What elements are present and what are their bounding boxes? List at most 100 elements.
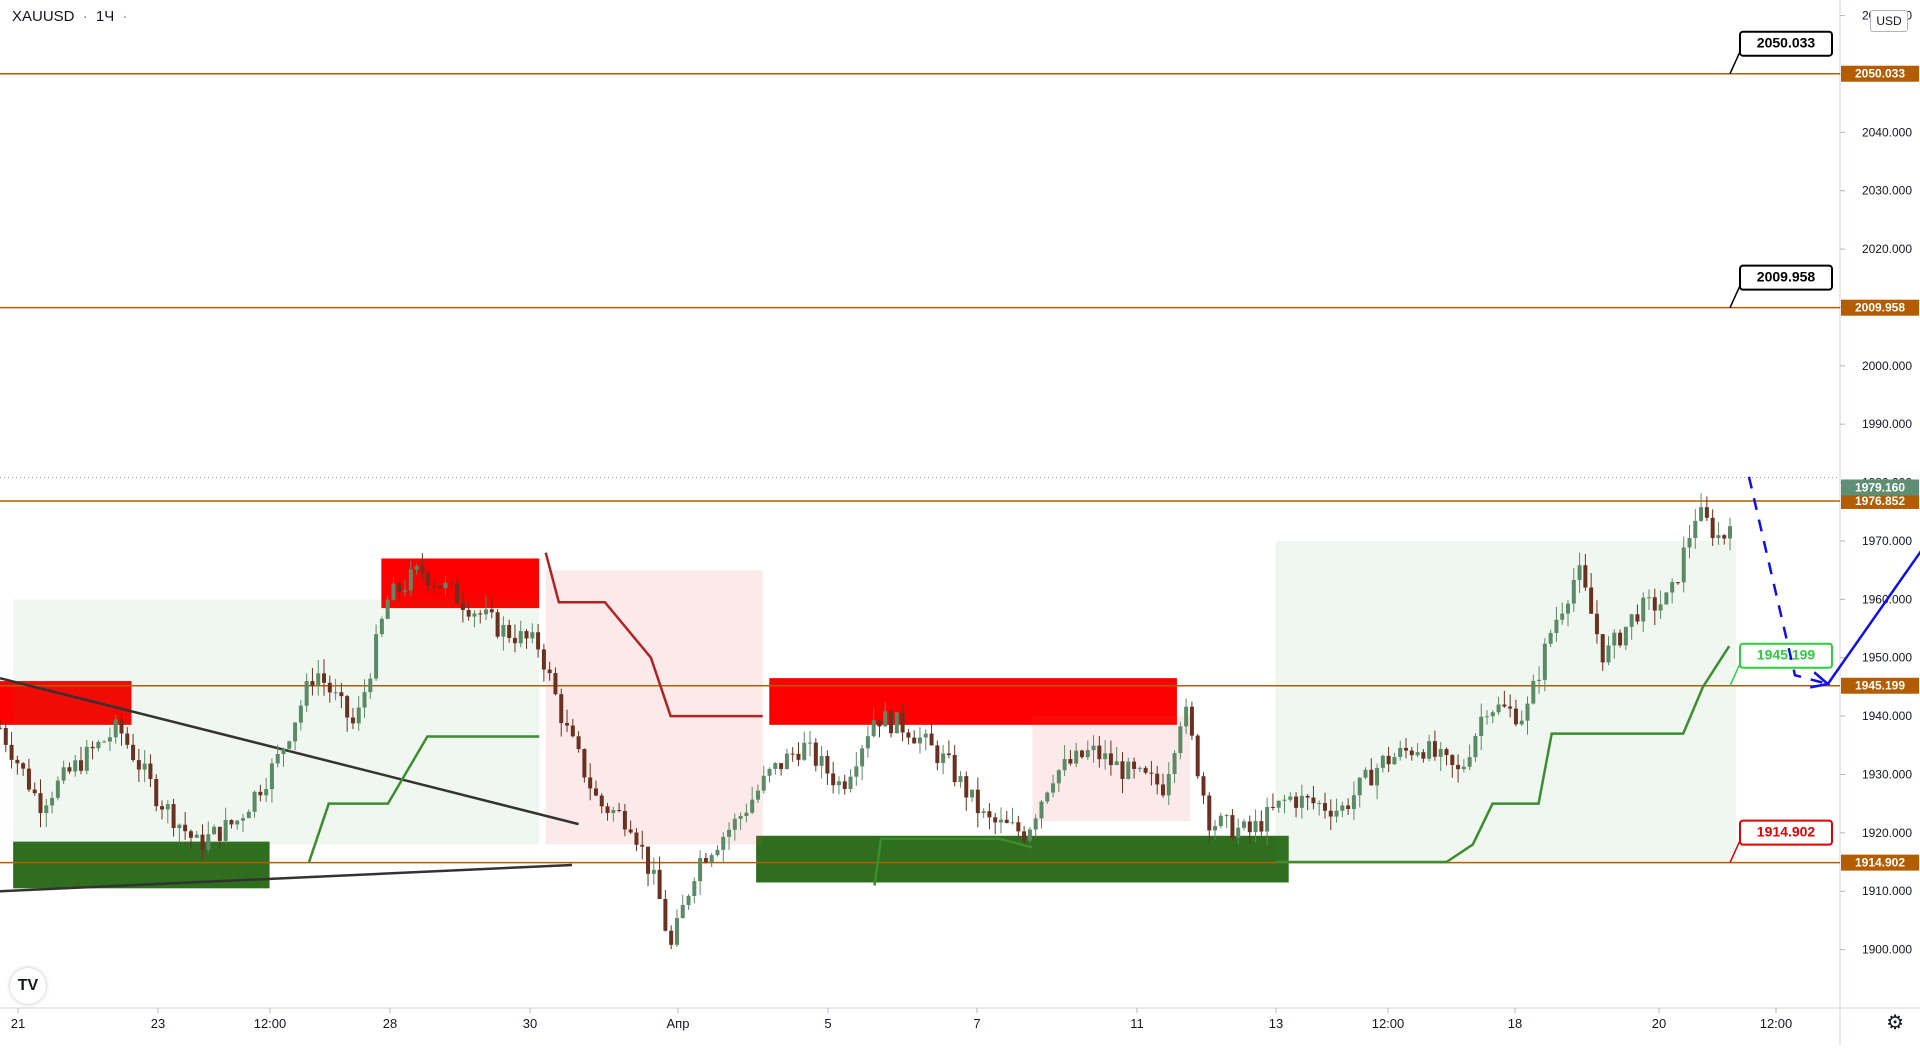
candle-body (1432, 741, 1437, 757)
level-callout-label: 2050.033 (1757, 35, 1816, 51)
level-callout-box[interactable] (1739, 264, 1833, 291)
candle-body (246, 811, 251, 819)
candle-body (154, 778, 159, 807)
candle-body (177, 824, 182, 829)
candle-body (738, 816, 743, 819)
level-price-label: 1914.902 (1855, 856, 1905, 870)
tradingview-logo-icon[interactable]: TV (10, 968, 46, 1004)
candle-body (958, 776, 963, 783)
level-callout-box[interactable] (1739, 642, 1833, 669)
candle-body (848, 776, 853, 789)
candle-body (1079, 750, 1084, 758)
level-callout-label: 1914.902 (1757, 824, 1816, 840)
supply-zone[interactable] (381, 558, 540, 609)
candle-body (553, 673, 558, 695)
candle-body (1236, 827, 1241, 838)
level-callout-box[interactable] (1739, 819, 1833, 846)
candle-body (1045, 792, 1050, 802)
candle-body (541, 649, 546, 670)
candle-body (1716, 535, 1721, 539)
candle-body (1103, 753, 1108, 760)
candle-body (686, 896, 691, 906)
candle-body (1259, 821, 1264, 832)
candle-body (755, 790, 760, 800)
candles-group[interactable] (0, 493, 1733, 950)
level-callout-box[interactable] (1739, 30, 1833, 57)
candle-body (1160, 784, 1165, 796)
candle-body (767, 768, 772, 776)
y-tick-label: 1920.000 (1862, 826, 1912, 840)
candle-body (935, 745, 940, 764)
candle-body (1253, 821, 1258, 833)
candle-body (1201, 776, 1206, 796)
gear-icon[interactable]: ⚙ (1886, 1012, 1904, 1034)
candle-body (1606, 645, 1611, 663)
level-price-tag (1841, 299, 1919, 316)
candle-body (1398, 747, 1403, 758)
candle-body (692, 881, 697, 897)
supply-zone[interactable] (0, 681, 132, 725)
candle-body (912, 737, 917, 744)
level-price-label: 1945.199 (1855, 679, 1905, 693)
candle-body (900, 712, 905, 733)
candle-body (1241, 821, 1246, 828)
candle-body (1537, 679, 1542, 681)
candle-body (275, 754, 280, 764)
candle-body (368, 678, 373, 693)
candle-body (298, 705, 303, 723)
candle-body (1375, 767, 1380, 786)
candle-body (941, 753, 946, 764)
level-callout-label: 2009.958 (1757, 269, 1816, 285)
candle-body (634, 832, 639, 845)
chart-header: XAUUSD · 1Ч · (12, 8, 131, 25)
candle-body (212, 826, 217, 835)
interval-label[interactable]: 1Ч (95, 8, 115, 25)
candle-body (84, 746, 89, 771)
candle-body (1351, 795, 1356, 810)
candle-body (715, 849, 720, 856)
candle-body (206, 834, 211, 850)
candle-body (1334, 810, 1339, 817)
candle-body (374, 634, 379, 679)
candle-body (1363, 769, 1368, 778)
candle-body (1305, 795, 1310, 798)
candle-body (530, 632, 535, 639)
candle-body (1137, 767, 1142, 769)
candle-body (1322, 803, 1327, 811)
candle-body (1409, 750, 1414, 756)
candle-body (536, 632, 541, 650)
candle-body (414, 566, 419, 570)
x-tick-label: Апр (667, 1016, 690, 1031)
projection-dashed-line (1747, 476, 1829, 686)
trend-fill (545, 570, 763, 845)
candle-body (362, 692, 367, 708)
x-tick-label: 23 (151, 1016, 165, 1031)
trendline[interactable] (0, 863, 573, 893)
candle-body (1149, 772, 1154, 774)
candle-body (397, 583, 402, 592)
candle-body (1438, 749, 1443, 757)
candle-body (819, 755, 824, 766)
currency-button[interactable]: USD (1870, 10, 1908, 32)
y-tick-label: 1910.000 (1862, 884, 1912, 898)
candle-body (1675, 582, 1680, 584)
candle-body (1386, 755, 1391, 765)
candle-body (1114, 761, 1119, 766)
candle-body (1380, 755, 1385, 768)
candle-body (784, 753, 789, 770)
symbol-label[interactable]: XAUUSD (12, 8, 75, 25)
candle-body (385, 599, 390, 619)
candle-body (420, 566, 425, 574)
candle-body (1687, 538, 1692, 548)
candle-body (449, 582, 454, 584)
candle-body (55, 780, 60, 798)
candle-body (1710, 517, 1715, 539)
candle-body (102, 741, 107, 743)
candle-body (1456, 764, 1461, 770)
candle-body (565, 723, 570, 726)
callout-pointer (1729, 285, 1741, 308)
candle-body (472, 613, 477, 617)
candle-body (1207, 795, 1212, 831)
